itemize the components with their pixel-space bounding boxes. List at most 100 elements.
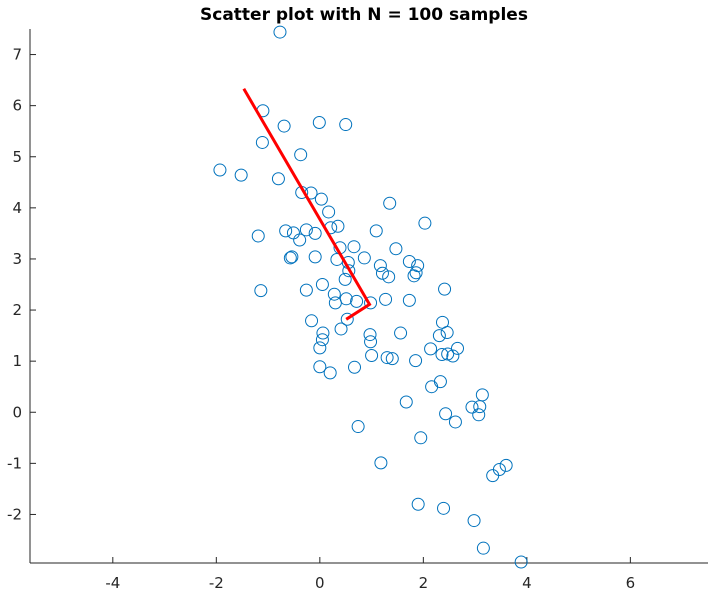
data-point	[440, 326, 454, 340]
data-point	[342, 264, 356, 278]
data-point	[486, 469, 500, 483]
y-tick-label: 4	[12, 199, 22, 217]
data-point	[271, 172, 285, 186]
data-point	[394, 326, 408, 340]
data-point	[411, 497, 425, 511]
data-point	[299, 223, 313, 237]
data-point	[499, 458, 513, 472]
x-tick-label: 6	[626, 574, 636, 592]
data-point	[364, 335, 378, 349]
x-tick-label: 2	[419, 574, 429, 592]
data-point	[313, 360, 327, 374]
data-point	[316, 326, 330, 340]
data-point	[409, 354, 423, 368]
data-point	[340, 312, 354, 326]
data-point	[476, 541, 490, 555]
data-point	[467, 514, 481, 528]
data-point	[254, 284, 268, 298]
data-point	[414, 431, 428, 445]
data-point	[402, 255, 416, 269]
data-point	[348, 360, 362, 374]
data-point	[424, 342, 438, 356]
data-point	[492, 462, 506, 476]
data-point	[305, 314, 319, 328]
data-point	[314, 192, 328, 206]
data-point	[472, 408, 486, 422]
data-point	[350, 294, 364, 308]
data-point	[315, 278, 329, 292]
fit-line	[242, 88, 372, 321]
data-point	[294, 148, 308, 162]
data-point	[273, 25, 287, 39]
data-point	[286, 226, 300, 240]
data-point	[328, 296, 342, 310]
data-point	[308, 226, 322, 240]
data-point	[389, 242, 403, 256]
data-point	[451, 341, 465, 355]
y-tick-label: 1	[12, 352, 22, 370]
data-point	[425, 380, 439, 394]
data-point	[435, 348, 449, 362]
y-tick-label: 3	[12, 250, 22, 268]
data-point	[448, 415, 462, 429]
tick-labels: -4 -2 0 2 4 6 -2 -1 0 1 2 3 4 5 6 7	[7, 46, 635, 592]
data-point	[514, 555, 528, 569]
data-point	[331, 219, 345, 233]
data-point	[385, 352, 399, 366]
data-point	[285, 250, 299, 264]
data-point	[433, 375, 447, 389]
data-point	[439, 407, 453, 421]
data-point	[351, 420, 365, 434]
axes	[29, 29, 708, 564]
y-tick-label: -2	[7, 505, 22, 523]
data-point	[293, 233, 307, 247]
data-point	[334, 322, 348, 336]
data-point	[382, 270, 396, 284]
y-tick-label: 7	[12, 46, 22, 64]
data-point	[308, 250, 322, 264]
y-tick-label: -1	[7, 454, 22, 472]
x-tick-label: -4	[105, 574, 120, 592]
data-point	[338, 272, 352, 286]
x-tick-label: 4	[522, 574, 532, 592]
data-point	[364, 296, 378, 310]
data-point	[315, 333, 329, 347]
data-point	[407, 269, 421, 283]
data-point	[432, 329, 446, 343]
data-point	[357, 251, 371, 265]
data-point	[379, 292, 393, 306]
data-point	[380, 351, 394, 365]
y-tick-label: 0	[12, 403, 22, 421]
data-point	[213, 163, 227, 177]
data-point	[312, 116, 326, 130]
data-point	[327, 287, 341, 301]
y-tick-label: 2	[12, 301, 22, 319]
data-point	[255, 135, 269, 149]
data-point	[283, 251, 297, 265]
data-point	[373, 259, 387, 273]
data-point	[277, 119, 291, 133]
data-point	[409, 266, 423, 280]
data-point	[347, 240, 361, 254]
x-tick-label: -2	[209, 574, 224, 592]
data-point	[402, 293, 416, 307]
data-point	[475, 388, 489, 402]
data-point	[279, 224, 293, 238]
data-point	[465, 400, 479, 414]
data-point	[299, 283, 313, 297]
data-point	[441, 347, 455, 361]
y-tick-label: 5	[12, 148, 22, 166]
data-point	[375, 266, 389, 280]
data-point	[437, 501, 451, 515]
data-point	[446, 349, 460, 363]
data-point	[374, 456, 388, 470]
data-point	[313, 341, 327, 355]
x-tick-label: 0	[315, 574, 325, 592]
data-points	[213, 25, 528, 569]
data-point	[383, 196, 397, 210]
data-point	[323, 366, 337, 380]
data-point	[365, 349, 379, 363]
data-point	[363, 328, 377, 342]
data-point	[399, 395, 413, 409]
